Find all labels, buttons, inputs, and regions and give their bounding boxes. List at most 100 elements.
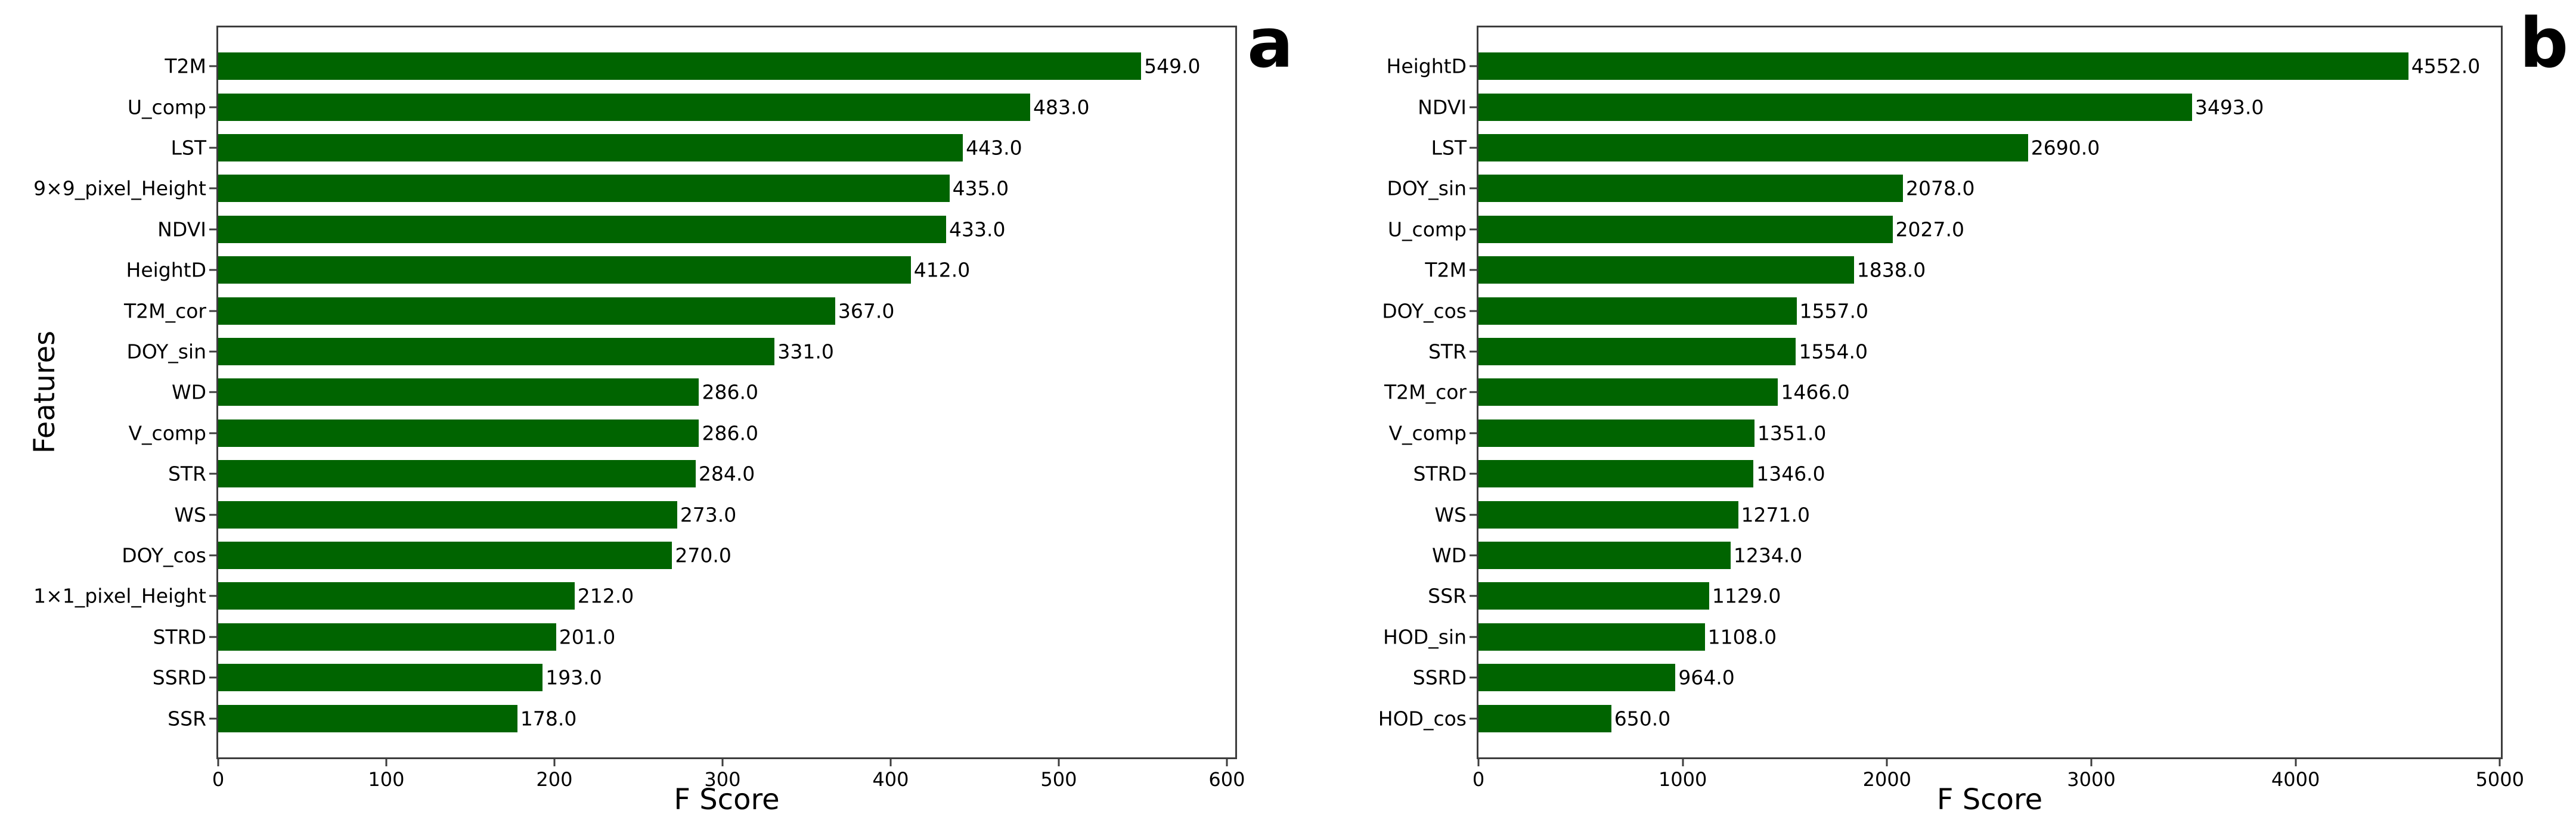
y-tick [209,228,216,231]
x-tick-label: 2000 [1862,768,1912,791]
bar-value-label: 1108.0 [1707,625,1777,649]
x-tick-label: 4000 [2271,768,2320,791]
bar [1478,582,1709,610]
bar [1478,460,1754,488]
y-tick-label: WS [1434,503,1467,527]
bar-row: WS 1271.0 [1434,494,2501,535]
y-tick-label: WD [171,380,206,404]
y-tick-label: 9×9_pixel_Height [33,176,206,200]
bar-row: T2M 549.0 [165,46,1235,86]
bar-row: SSRD 193.0 [153,657,1235,698]
y-tick [209,432,216,434]
y-tick-label: HeightD [126,258,207,282]
x-tick [889,759,892,766]
bar-row: STR 1554.0 [1428,331,2501,372]
y-tick-label: T2M_cor [123,299,206,323]
y-tick-label: STRD [1413,462,1467,486]
bar-value-label: 1554.0 [1799,340,1868,363]
bar [1478,623,1705,651]
bar-value-label: 1234.0 [1733,543,1803,567]
x-axis-b: 0 1000 2000 3000 4000 5000 [1473,759,2524,801]
bar-value-label: 433.0 [948,217,1006,241]
x-axis-title-a: F Score [674,783,780,816]
bar-value-label: 273.0 [680,503,737,527]
y-tick-label: 1×1_pixel_Height [33,584,206,608]
y-tick [209,717,216,720]
y-tick [1470,432,1477,434]
x-tick [1058,759,1060,766]
bar-row: 1×1_pixel_Height 212.0 [33,576,1235,616]
bar [218,175,950,203]
y-tick [209,676,216,679]
bar-row: SSR 1129.0 [1428,576,2501,616]
bar-value-label: 3493.0 [2194,95,2264,119]
x-tick-label: 5000 [2475,768,2524,791]
bar [1478,297,1797,325]
y-axis-title: Features [28,330,61,454]
y-tick [1470,636,1477,638]
y-tick [1470,473,1477,475]
x-tick [385,759,388,766]
bar-row: STRD 201.0 [153,617,1235,657]
bar-row: NDVI 433.0 [157,209,1235,250]
bar-value-label: 286.0 [702,421,758,445]
y-tick-label: STR [1428,340,1467,363]
bar-row: HeightD 4552.0 [1387,46,2501,86]
bar [218,215,946,243]
y-tick-label: LST [1431,136,1467,160]
bar-value-label: 650.0 [1614,707,1671,731]
bar-value-label: 286.0 [702,380,758,404]
y-tick-label: T2M [1425,258,1467,282]
bar-value-label: 1271.0 [1741,503,1810,527]
bar-value-label: 2690.0 [2031,136,2100,160]
y-tick-label: SSR [1428,584,1467,608]
bar-row: DOY_cos 1557.0 [1382,290,2501,331]
bar-row: T2M 1838.0 [1425,250,2501,290]
panel-label-b: b [2519,4,2569,83]
bar [218,297,835,325]
bar [218,704,517,732]
bar [218,623,556,651]
y-tick [209,554,216,557]
bar-value-label: 201.0 [559,625,616,649]
bar-value-label: 212.0 [577,584,634,608]
y-tick-label: V_comp [128,421,206,445]
bar [218,542,672,570]
bar-row: WD 1234.0 [1432,535,2501,576]
bar-value-label: 284.0 [698,462,755,486]
y-tick-label: U_comp [127,95,206,119]
bar-row: DOY_sin 331.0 [126,331,1235,372]
bar-row: U_comp 2027.0 [1388,209,2501,250]
bar [1478,52,2408,80]
x-tick [721,759,724,766]
bar-value-label: 1838.0 [1856,258,1926,282]
bar [1478,215,1893,243]
bar-value-label: 270.0 [675,543,731,567]
bar [1478,542,1731,570]
panel-label-a: a [1247,4,1294,83]
bar [1478,256,1854,284]
y-tick [209,350,216,353]
bar-value-label: 193.0 [545,666,602,689]
bars-container-a: T2M 549.0 U_comp 483.0 LST 443.0 9×9_pixel_Hei… [33,46,1235,739]
x-tick-label: 100 [368,768,405,791]
y-tick-label: T2M [165,54,206,78]
y-tick [1470,554,1477,557]
x-tick [2090,759,2093,766]
y-tick [1470,514,1477,516]
x-tick [1226,759,1228,766]
bar-row: 9×9_pixel_Height 435.0 [33,168,1235,209]
y-tick-label: V_comp [1388,421,1467,445]
bar-value-label: 178.0 [520,707,577,731]
y-tick [209,473,216,475]
y-tick [209,106,216,108]
bar-row: STRD 1346.0 [1413,453,2501,494]
bar [218,664,543,692]
y-tick [209,595,216,597]
bar-value-label: 2027.0 [1895,217,1965,241]
y-tick [1470,269,1477,271]
bar-value-label: 549.0 [1144,54,1201,78]
bar-value-label: 331.0 [777,340,834,363]
y-tick-label: SSRD [152,666,206,689]
y-tick [1470,350,1477,353]
